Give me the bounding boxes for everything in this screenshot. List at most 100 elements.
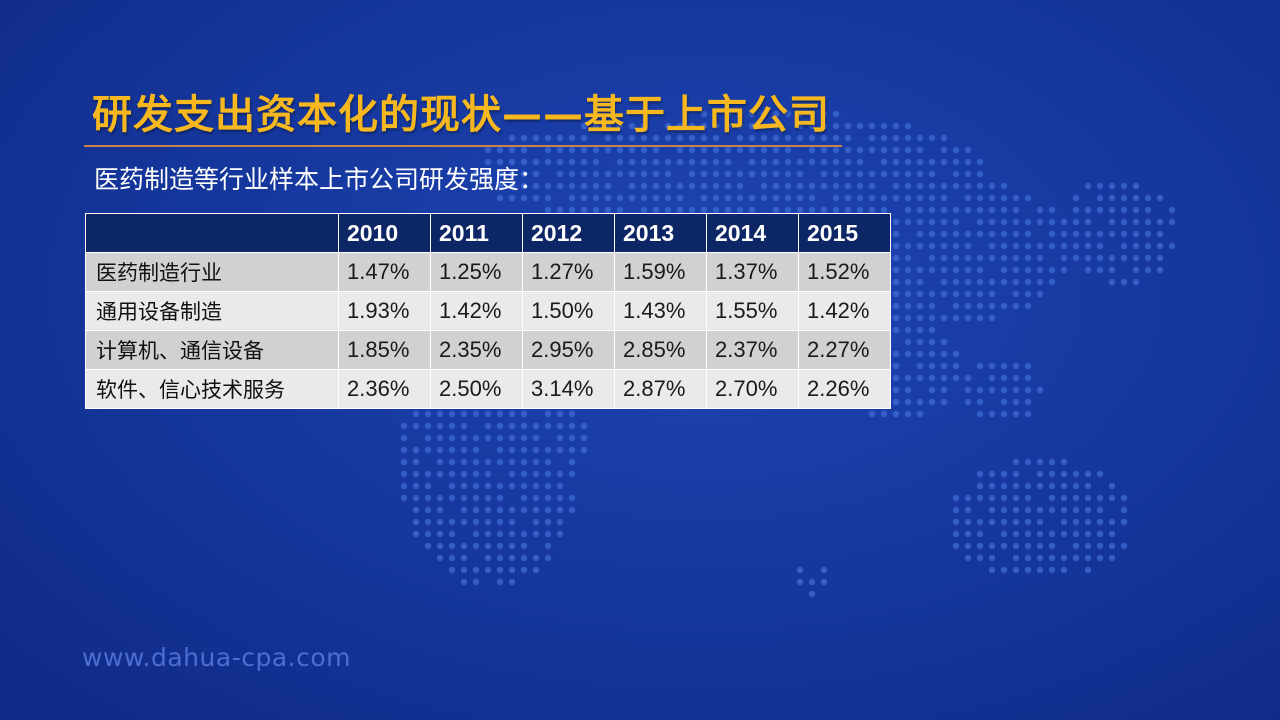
map-dot — [940, 350, 948, 358]
map-dot — [904, 194, 912, 202]
map-dot — [988, 254, 996, 262]
map-dot — [976, 554, 984, 562]
map-dot — [424, 482, 432, 490]
map-dot — [880, 122, 888, 130]
map-dot — [844, 146, 852, 154]
map-dot — [1072, 218, 1080, 226]
map-dot — [1120, 254, 1128, 262]
map-dot — [1048, 542, 1056, 550]
map-dot — [484, 170, 492, 178]
map-dot — [1108, 266, 1116, 274]
map-dot — [484, 506, 492, 514]
map-dot — [1036, 530, 1044, 538]
map-dot — [520, 470, 528, 478]
map-dot — [928, 266, 936, 274]
map-dot — [592, 182, 600, 190]
map-dot — [916, 218, 924, 226]
map-dot — [1012, 542, 1020, 550]
map-dot — [580, 206, 588, 214]
map-dot — [472, 470, 480, 478]
map-dot — [472, 542, 480, 550]
map-dot — [904, 182, 912, 190]
map-dot — [496, 578, 504, 586]
map-dot — [1048, 566, 1056, 574]
map-dot — [832, 134, 840, 142]
map-dot — [496, 146, 504, 154]
map-dot — [520, 170, 528, 178]
map-dot — [1144, 254, 1152, 262]
map-dot — [1036, 242, 1044, 250]
map-dot — [1060, 506, 1068, 514]
map-dot — [1120, 542, 1128, 550]
map-dot — [916, 374, 924, 382]
map-dot — [760, 146, 768, 154]
map-dot — [1048, 530, 1056, 538]
map-dot — [568, 158, 576, 166]
map-dot — [1012, 518, 1020, 526]
map-dot — [952, 314, 960, 322]
map-dot — [892, 350, 900, 358]
map-dot — [688, 182, 696, 190]
map-dot — [940, 374, 948, 382]
map-dot — [1108, 518, 1116, 526]
map-dot — [748, 110, 756, 118]
map-dot — [796, 158, 804, 166]
map-dot — [808, 590, 816, 598]
map-dot — [916, 230, 924, 238]
map-dot — [544, 410, 552, 418]
map-dot — [952, 362, 960, 370]
map-dot — [448, 410, 456, 418]
map-dot — [1036, 266, 1044, 274]
map-dot — [976, 398, 984, 406]
map-dot — [988, 206, 996, 214]
map-dot — [904, 374, 912, 382]
map-dot — [460, 458, 468, 466]
map-dot — [976, 518, 984, 526]
map-dot — [436, 542, 444, 550]
map-dot — [640, 206, 648, 214]
map-dot — [1024, 194, 1032, 202]
map-dot — [496, 506, 504, 514]
map-dot — [736, 134, 744, 142]
map-dot — [664, 158, 672, 166]
map-dot — [1012, 398, 1020, 406]
map-dot — [472, 458, 480, 466]
map-dot — [520, 506, 528, 514]
map-dot — [484, 530, 492, 538]
map-dot — [1084, 182, 1092, 190]
map-dot — [1060, 566, 1068, 574]
map-dot — [532, 422, 540, 430]
map-dot — [1084, 506, 1092, 514]
map-dot — [904, 146, 912, 154]
map-dot — [544, 542, 552, 550]
map-dot — [1000, 470, 1008, 478]
map-dot — [496, 194, 504, 202]
map-dot — [940, 386, 948, 394]
map-dot — [640, 194, 648, 202]
map-dot — [1048, 230, 1056, 238]
map-dot — [988, 506, 996, 514]
map-dot — [472, 506, 480, 514]
map-dot — [544, 470, 552, 478]
map-dot — [472, 566, 480, 574]
map-dot — [616, 170, 624, 178]
map-dot — [1012, 254, 1020, 262]
map-dot — [400, 494, 408, 502]
map-dot — [1024, 302, 1032, 310]
map-dot — [484, 158, 492, 166]
map-dot — [940, 218, 948, 226]
map-dot — [940, 338, 948, 346]
map-dot — [1072, 470, 1080, 478]
map-dot — [1060, 482, 1068, 490]
map-dot — [520, 134, 528, 142]
map-dot — [856, 170, 864, 178]
map-dot — [1096, 182, 1104, 190]
map-dot — [892, 278, 900, 286]
map-dot — [952, 218, 960, 226]
map-dot — [856, 146, 864, 154]
map-dot — [904, 254, 912, 262]
map-dot — [484, 482, 492, 490]
map-dot — [904, 386, 912, 394]
map-dot — [628, 158, 636, 166]
map-dot — [952, 542, 960, 550]
